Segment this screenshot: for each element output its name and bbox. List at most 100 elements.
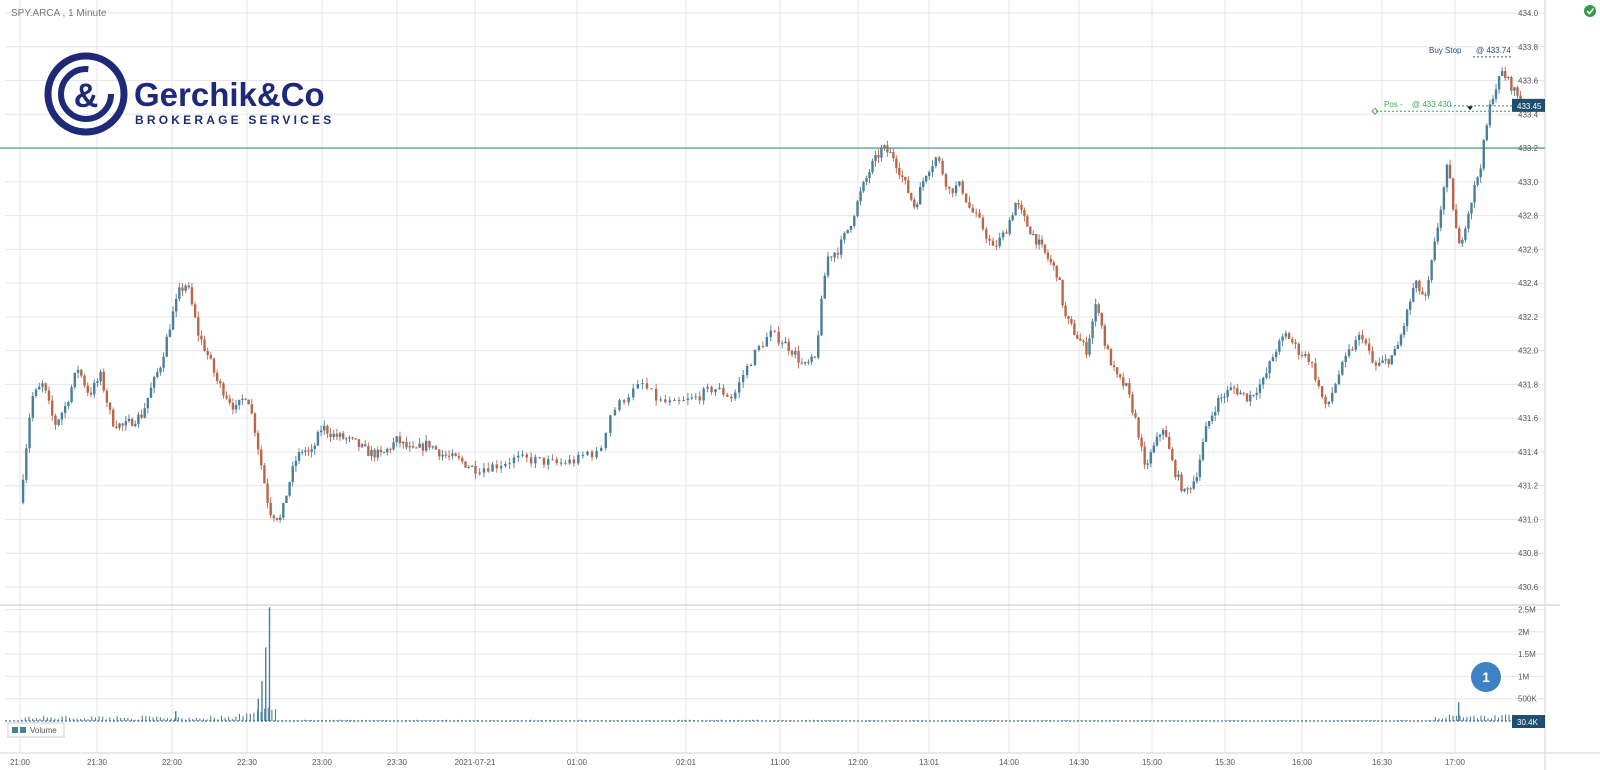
candle bbox=[1122, 372, 1125, 390]
candle bbox=[761, 341, 765, 349]
candle bbox=[335, 428, 339, 441]
logo: & Gerchik&Co BROKERAGE SERVICES bbox=[44, 52, 334, 136]
candle bbox=[856, 199, 859, 218]
candle bbox=[1488, 99, 1492, 128]
candle bbox=[738, 376, 741, 399]
candle bbox=[874, 150, 877, 167]
candle bbox=[1100, 312, 1103, 330]
candle bbox=[745, 363, 749, 379]
candle bbox=[512, 454, 516, 469]
candle bbox=[1408, 298, 1412, 316]
candle bbox=[1207, 420, 1211, 429]
candle bbox=[1146, 459, 1149, 470]
legend-swatch-icon bbox=[20, 727, 26, 733]
candle bbox=[1268, 360, 1271, 379]
candle bbox=[820, 295, 823, 337]
candle bbox=[1255, 387, 1258, 400]
candle bbox=[521, 450, 524, 458]
candle bbox=[686, 392, 690, 406]
candle bbox=[447, 450, 451, 461]
candle bbox=[159, 366, 162, 376]
candle bbox=[1210, 411, 1214, 424]
candle bbox=[260, 445, 263, 470]
price-tick-label: 431.6 bbox=[1518, 414, 1539, 423]
time-axis-ticks[interactable]: 21:00 21:30 22:00 22:30 23:00 23:30 2021-07-21… bbox=[10, 758, 1466, 767]
candle bbox=[921, 177, 925, 191]
candle bbox=[924, 175, 928, 184]
candle bbox=[1491, 95, 1495, 106]
volume-tick-label: 1.5M bbox=[1518, 650, 1536, 659]
candle bbox=[1128, 378, 1131, 399]
candle bbox=[121, 422, 124, 431]
candle bbox=[1183, 488, 1186, 493]
candle bbox=[859, 186, 862, 206]
candle bbox=[1412, 282, 1415, 303]
candle bbox=[901, 170, 904, 183]
candle bbox=[474, 460, 477, 479]
candle bbox=[25, 443, 28, 483]
price-tick-label: 433.2 bbox=[1518, 144, 1539, 153]
price-tick-label: 431.8 bbox=[1518, 380, 1539, 389]
candle bbox=[1097, 302, 1100, 316]
svg-text:&: & bbox=[74, 77, 99, 115]
candle bbox=[244, 398, 247, 401]
candle bbox=[1387, 358, 1390, 368]
candle bbox=[1427, 275, 1430, 300]
candle bbox=[1242, 392, 1245, 397]
candle bbox=[193, 301, 197, 319]
candle bbox=[1374, 360, 1378, 371]
time-tick-label: 13:01 bbox=[919, 758, 940, 767]
candle bbox=[171, 306, 175, 330]
candle bbox=[1073, 319, 1076, 336]
candle bbox=[470, 465, 474, 468]
candle bbox=[1014, 202, 1017, 216]
candle bbox=[454, 452, 457, 457]
candle bbox=[636, 379, 640, 390]
candle bbox=[807, 359, 810, 366]
candle bbox=[238, 399, 241, 410]
candle bbox=[99, 369, 102, 386]
candle bbox=[50, 395, 54, 421]
candle bbox=[1164, 425, 1168, 438]
candle bbox=[1011, 212, 1014, 222]
candle bbox=[1357, 331, 1361, 346]
chart-title: SPY.ARCA , 1 Minute bbox=[11, 8, 107, 19]
candle bbox=[1118, 373, 1122, 380]
candle bbox=[291, 461, 294, 487]
number-badge[interactable]: 1 bbox=[1471, 662, 1501, 692]
candle bbox=[1445, 163, 1449, 193]
logo-wordmark: Gerchik&Co bbox=[134, 76, 325, 113]
buy-stop-order[interactable]: Buy Stop @ 433.74 bbox=[1429, 46, 1512, 58]
candle bbox=[294, 455, 298, 472]
candle bbox=[1223, 392, 1226, 404]
price-tick-label: 430.8 bbox=[1518, 549, 1539, 558]
volume-legend[interactable]: Volume bbox=[7, 722, 65, 738]
candle bbox=[1094, 298, 1097, 327]
time-tick-label: 12:00 bbox=[848, 758, 869, 767]
price-axis-ticks[interactable]: 434.0 433.8 433.6 433.4 433.2 433.0 432.8 432.6… bbox=[1518, 9, 1539, 592]
status-ok-icon[interactable] bbox=[1584, 5, 1596, 17]
price-tick-label: 432.8 bbox=[1518, 212, 1539, 221]
candle bbox=[1504, 66, 1507, 81]
badge-number: 1 bbox=[1482, 669, 1490, 685]
candle bbox=[1307, 351, 1310, 365]
position-line[interactable]: Pos - @ 433.430 bbox=[1371, 100, 1512, 115]
candle bbox=[1485, 123, 1489, 142]
candle bbox=[461, 455, 464, 465]
candle bbox=[504, 461, 507, 468]
candle bbox=[1430, 259, 1433, 283]
candle bbox=[673, 398, 676, 401]
candle bbox=[1109, 347, 1113, 366]
candle bbox=[127, 414, 131, 423]
candle bbox=[1448, 159, 1452, 180]
candle bbox=[304, 447, 307, 457]
candle bbox=[105, 388, 109, 408]
order-lines[interactable]: Buy Stop @ 433.74 Pos - @ 433.430 bbox=[1371, 46, 1512, 115]
candle bbox=[722, 384, 725, 398]
candle bbox=[682, 396, 685, 402]
candle bbox=[389, 447, 392, 453]
logo-tagline: BROKERAGE SERVICES bbox=[135, 113, 334, 127]
candle bbox=[1368, 337, 1371, 355]
candle bbox=[1310, 361, 1314, 368]
